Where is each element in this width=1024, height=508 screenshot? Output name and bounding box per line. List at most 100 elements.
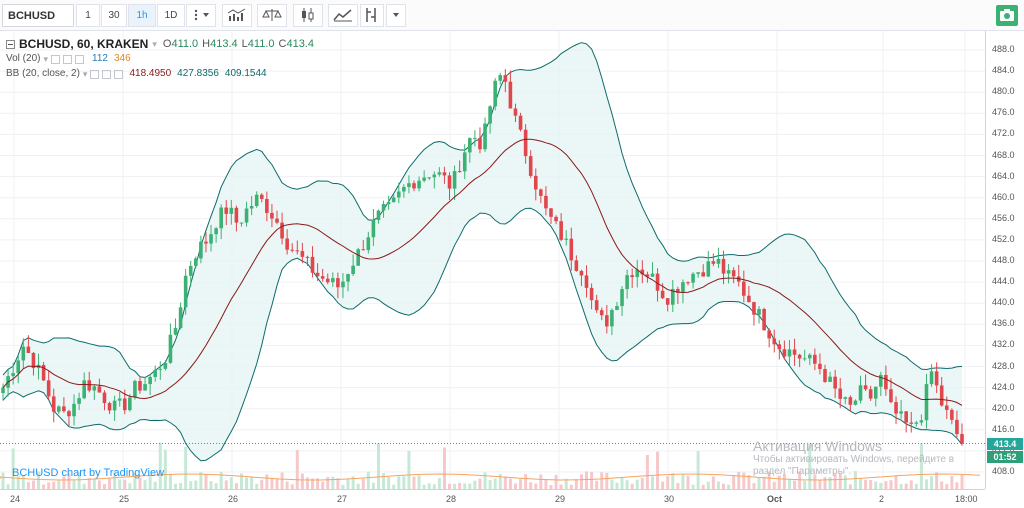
time-tick-label: 25 [119, 494, 130, 504]
volume-bar [21, 475, 25, 489]
more-dropdown-icon[interactable] [386, 4, 406, 27]
volume-bar [366, 471, 370, 489]
volume-bar [529, 482, 533, 489]
price-tick-label: 484.0 [992, 65, 1015, 76]
candle-body [396, 191, 401, 198]
volume-bar [138, 477, 142, 489]
price-tick-label: 456.0 [992, 212, 1015, 223]
candle-body [757, 308, 761, 315]
candle-body [173, 328, 178, 335]
candlestick-chart-svg[interactable] [0, 31, 985, 489]
volume-bar [31, 480, 35, 489]
volume-bar [239, 473, 243, 489]
candle-body [488, 106, 492, 124]
interval-1-button[interactable]: 1 [76, 4, 100, 27]
candle-body [919, 420, 924, 423]
volume-bar [498, 474, 502, 489]
candle-body [361, 249, 366, 251]
candle-body [523, 129, 528, 157]
candle-body [889, 389, 893, 403]
candle-body [564, 238, 569, 240]
candle-body [868, 389, 873, 399]
bb-close-icon[interactable] [114, 69, 124, 79]
volume-bar [777, 475, 781, 489]
bb-hide-icon[interactable] [102, 69, 112, 79]
volume-close-icon[interactable] [75, 54, 84, 64]
volume-bar [483, 472, 487, 489]
candle-body [417, 180, 421, 189]
bb-settings-icon[interactable] [90, 69, 100, 79]
volume-bar [468, 483, 472, 489]
volume-bar [488, 479, 492, 489]
candle-body [168, 334, 173, 363]
price-axis[interactable]: 488.0 484.0 480.0 476.0 472.0 468.0 464.0 460.0… [985, 31, 1024, 489]
candle-body [407, 183, 411, 187]
candle-body [782, 349, 787, 357]
candles-icon[interactable] [293, 4, 323, 27]
volume-bar [275, 478, 279, 489]
candle-body [838, 388, 843, 399]
drawing-icon[interactable] [360, 4, 384, 27]
candle-body [853, 400, 858, 405]
volume-bar [914, 483, 918, 489]
candle-body [209, 234, 213, 244]
volume-settings-icon[interactable] [51, 54, 60, 64]
volume-bar [833, 473, 837, 489]
price-chart[interactable] [0, 31, 985, 489]
volume-bar [838, 473, 842, 489]
bb-lower-value: 409.1544 [224, 68, 267, 79]
area-icon[interactable] [328, 4, 358, 27]
candle-body [787, 349, 792, 357]
time-tick-label: 28 [446, 494, 457, 504]
volume-hide-icon[interactable] [63, 54, 72, 64]
candle-body [706, 261, 711, 277]
camera-icon[interactable] [996, 5, 1018, 26]
price-tick-label: 428.0 [992, 360, 1015, 371]
volume-dropdown-icon[interactable]: ▾ [43, 54, 48, 64]
compare-icon[interactable] [257, 4, 287, 27]
candle-body [478, 138, 482, 150]
interval-30-button[interactable]: 30 [101, 4, 127, 27]
candle-body [863, 385, 868, 390]
volume-bar [67, 473, 71, 489]
interval-dropdown-icon[interactable] [186, 4, 216, 27]
volume-bar [392, 484, 396, 489]
interval-1h-button[interactable]: 1h [128, 4, 156, 27]
tradingview-watermark[interactable]: BCHUSD chart by TradingView [12, 467, 165, 479]
volume-bar [376, 443, 380, 489]
bb-dropdown-icon[interactable]: ▾ [82, 69, 88, 79]
price-tick-label: 460.0 [992, 191, 1015, 202]
interval-1d-button[interactable]: 1D [157, 4, 185, 27]
price-tick-label: 472.0 [992, 128, 1015, 139]
volume-ma-value: 346 [113, 53, 131, 64]
volume-bar [6, 484, 10, 489]
volume-bar [1, 472, 5, 489]
indicators-icon[interactable] [222, 4, 252, 27]
candle-body [457, 171, 462, 173]
volume-bar [503, 476, 507, 489]
candle-body [792, 349, 797, 355]
candle-body [97, 386, 102, 393]
volume-bar [351, 476, 355, 489]
time-axis[interactable]: 24 25 26 27 28 29 30 Oct 2 18:00 [0, 489, 985, 508]
collapse-legend-icon[interactable] [6, 39, 15, 49]
volume-bar [97, 480, 101, 489]
volume-bar [645, 454, 649, 489]
volume-bar [671, 473, 675, 489]
candle-body [752, 302, 756, 315]
close-label: C [278, 38, 287, 50]
volume-bar [219, 471, 223, 489]
candle-body [315, 272, 320, 277]
legend-dropdown-icon[interactable]: ▾ [152, 39, 157, 49]
volume-bar [737, 471, 741, 489]
candle-body [265, 198, 269, 213]
candle-body [325, 278, 330, 283]
volume-bar [742, 472, 746, 489]
volume-bar [432, 484, 436, 489]
high-value: 413.4 [210, 38, 238, 50]
symbol-search-input[interactable]: BCHUSD [2, 4, 74, 27]
candle-body [366, 237, 371, 251]
candle-body [762, 308, 766, 331]
candle-body [615, 306, 619, 310]
candle-body [239, 222, 244, 224]
